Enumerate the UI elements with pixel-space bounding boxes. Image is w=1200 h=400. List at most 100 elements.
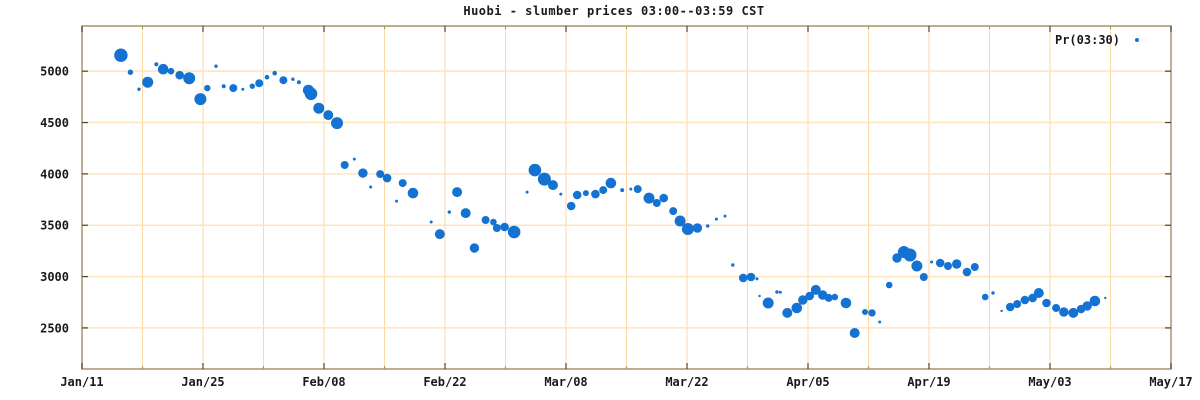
data-point — [935, 258, 945, 268]
data-point — [492, 224, 501, 232]
x-tick-label: Apr/05 — [786, 375, 829, 389]
y-tick-label: 3500 — [40, 219, 69, 233]
data-point — [674, 215, 686, 227]
data-point — [127, 69, 134, 75]
data-point — [1089, 295, 1101, 307]
data-point — [434, 229, 445, 240]
data-point — [643, 192, 655, 204]
y-axis-labels: 2500 3000 3500 4000 4500 5000 — [40, 65, 69, 336]
data-point — [369, 185, 373, 189]
x-axis-labels: Jan/11 Jan/25 Feb/08 Feb/22 Mar/08 Mar/22 Apr/… — [60, 375, 1192, 389]
data-point — [1033, 288, 1044, 298]
data-point — [669, 207, 678, 216]
data-point — [525, 190, 529, 194]
data-point — [1042, 298, 1051, 308]
data-point — [566, 201, 576, 211]
data-point — [272, 70, 278, 76]
x-tick-label: Jan/11 — [60, 375, 103, 389]
data-point — [755, 277, 759, 281]
data-point — [970, 263, 979, 271]
data-point — [358, 168, 368, 178]
data-point — [548, 180, 558, 191]
data-point — [919, 273, 928, 281]
data-point — [849, 328, 860, 338]
data-point — [903, 248, 917, 262]
data-points — [114, 48, 1107, 338]
y-tick-label: 4500 — [40, 116, 69, 130]
data-point — [572, 190, 582, 200]
data-point — [791, 302, 803, 314]
data-point — [249, 83, 255, 89]
data-point — [633, 185, 642, 194]
data-point — [559, 192, 563, 196]
data-point — [142, 76, 154, 88]
data-point — [175, 70, 184, 80]
data-point — [1068, 307, 1079, 318]
data-point — [652, 199, 661, 207]
data-point — [582, 190, 589, 197]
x-tick-label: May/17 — [1149, 375, 1192, 389]
data-point — [241, 87, 245, 91]
y-tick-label: 4000 — [40, 167, 69, 181]
data-point — [714, 217, 718, 221]
data-point — [1082, 301, 1092, 311]
data-point — [599, 186, 608, 195]
data-point — [746, 272, 756, 282]
data-point — [296, 80, 301, 85]
data-point — [1052, 304, 1061, 312]
y-tick-label: 2500 — [40, 321, 69, 335]
data-point — [304, 87, 318, 101]
data-point — [331, 117, 343, 130]
data-point — [778, 290, 782, 294]
x-tick-label: Apr/19 — [907, 375, 950, 389]
data-point — [194, 93, 207, 106]
data-point — [952, 259, 962, 269]
data-point — [500, 222, 509, 232]
data-point — [591, 189, 600, 199]
data-point — [395, 199, 399, 203]
data-point — [340, 161, 349, 169]
data-point — [352, 157, 356, 161]
x-tick-label: Mar/22 — [665, 375, 708, 389]
data-point — [1013, 300, 1022, 308]
data-point — [1104, 296, 1107, 300]
data-point — [429, 220, 433, 224]
data-point — [447, 210, 451, 214]
gridlines — [82, 26, 1171, 369]
data-point — [528, 163, 542, 177]
data-point — [452, 187, 463, 198]
data-point — [264, 74, 270, 80]
chart-title: Huobi - slumber prices 03:00--03:59 CST — [463, 4, 764, 18]
data-point — [981, 293, 989, 301]
data-point — [291, 77, 295, 81]
x-tick-label: Feb/22 — [423, 375, 466, 389]
data-point — [167, 67, 175, 75]
data-point — [824, 293, 833, 302]
data-point — [762, 297, 774, 309]
data-point — [805, 291, 814, 301]
data-point — [507, 225, 521, 239]
axis-ticks — [81, 26, 1172, 369]
data-point — [706, 224, 710, 228]
data-point — [1005, 302, 1015, 312]
data-point — [1000, 309, 1003, 313]
x-tick-label: May/03 — [1028, 375, 1071, 389]
data-point — [279, 76, 288, 85]
data-point — [944, 262, 952, 270]
x-tick-label: Jan/25 — [181, 375, 224, 389]
data-point — [398, 179, 407, 188]
data-point — [775, 290, 779, 294]
data-point — [229, 84, 238, 93]
data-point — [962, 267, 972, 277]
data-point — [930, 260, 934, 264]
data-point — [255, 79, 264, 88]
data-point — [831, 293, 839, 301]
data-point — [659, 193, 668, 203]
data-point — [798, 295, 808, 305]
data-point — [204, 84, 211, 92]
legend-label: Pr(03:30) — [1055, 33, 1120, 47]
data-point — [862, 309, 868, 315]
data-point — [214, 64, 218, 68]
data-point — [157, 63, 169, 75]
data-point — [183, 72, 196, 85]
